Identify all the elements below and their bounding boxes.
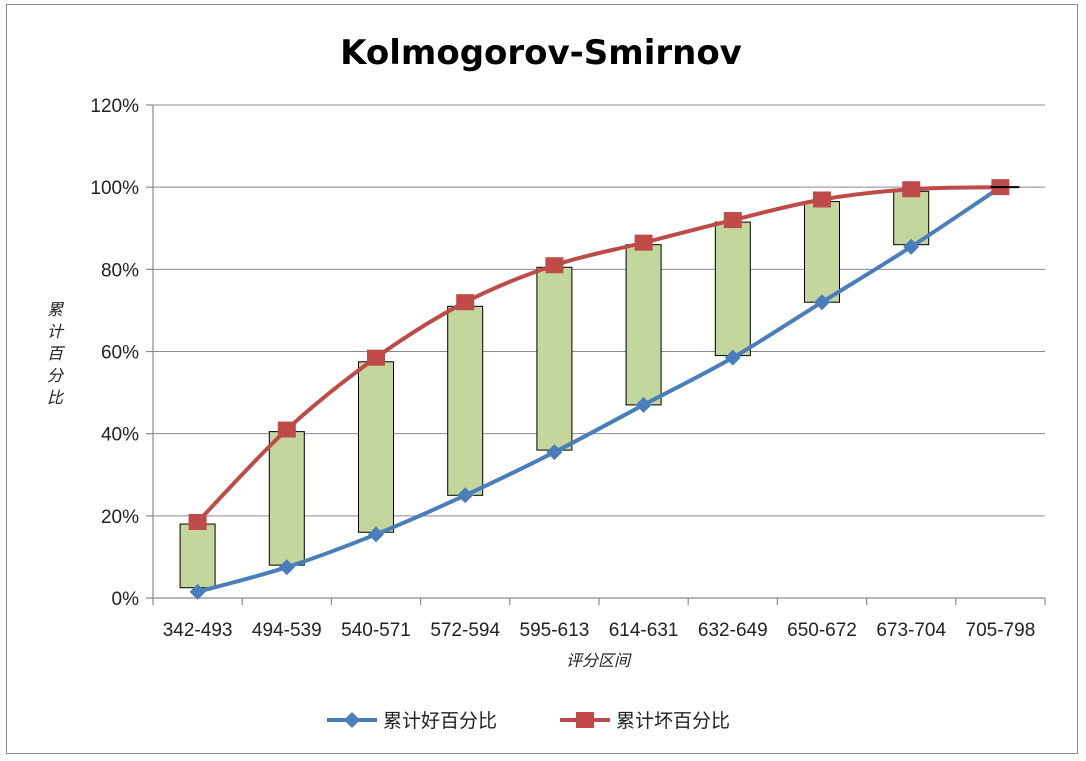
ks-bar	[358, 361, 394, 533]
x-axis-label: 评分区间	[566, 651, 632, 670]
y-tick-label: 60%	[101, 343, 139, 364]
x-tick-label: 342-493	[163, 620, 233, 641]
ks-bar	[804, 201, 840, 303]
x-tick-label: 650-672	[787, 620, 857, 641]
x-tick-labels: 342-493 494-539 540-571 572-594 595-613 614-6…	[163, 620, 1036, 641]
ks-bar	[268, 431, 305, 566]
series-point-diamond	[903, 238, 920, 255]
chart-title: Kolmogorov-Smirnov	[340, 33, 742, 73]
series-point-square	[723, 212, 742, 229]
series-point-square	[813, 191, 831, 208]
ks-bar	[536, 266, 573, 451]
series-point-square	[277, 421, 296, 438]
series-point-diamond	[278, 559, 295, 576]
y-tick-label: 100%	[90, 178, 139, 199]
x-tick-label: 705-798	[966, 620, 1036, 641]
series-point-diamond	[546, 444, 563, 461]
y-axis-label-char: 比	[47, 388, 65, 407]
series-line-2	[196, 185, 1001, 524]
series-point-diamond	[635, 396, 652, 413]
legend-marker-diamond	[344, 712, 360, 728]
series-point-square	[545, 257, 564, 274]
series-point-diamond	[724, 349, 741, 366]
ks-bars	[179, 190, 930, 589]
y-tick-label: 80%	[101, 260, 139, 281]
y-axis-label-char: 计	[47, 322, 65, 341]
y-axis-label-char: 累	[47, 300, 65, 319]
y-axis-label-char: 百	[47, 344, 66, 363]
ks-bar	[179, 523, 216, 589]
y-tick-label: 40%	[101, 425, 139, 446]
y-tick-labels: 0% 20% 40% 60% 80% 100% 120%	[90, 96, 139, 610]
axes	[146, 104, 1046, 605]
ks-bar	[714, 221, 751, 357]
series-point-square	[634, 234, 653, 251]
x-tick-label: 494-539	[252, 620, 322, 641]
ks-bar	[893, 190, 930, 246]
series-point-diamond	[189, 583, 206, 600]
series-point-square	[456, 294, 475, 311]
series-point-square	[902, 181, 921, 198]
x-tick-label: 540-571	[341, 620, 411, 641]
x-tick-label: 614-631	[609, 620, 679, 641]
series-point-square	[367, 349, 385, 366]
x-tick-label: 632-649	[698, 620, 768, 641]
y-tick-label: 120%	[90, 96, 139, 117]
x-tick-label: 595-613	[520, 620, 590, 641]
series-point-square	[188, 513, 207, 530]
series-line-1	[197, 185, 1002, 594]
series-point-diamond	[457, 487, 474, 504]
legend-marker-square	[576, 712, 594, 728]
series-lines	[188, 179, 1020, 600]
legend-label-1: 累计好百分比	[383, 710, 497, 732]
ks-bar	[447, 305, 484, 496]
y-tick-label: 20%	[101, 507, 139, 528]
x-tick-label: 572-594	[430, 620, 500, 641]
legend-label-2: 累计坏百分比	[616, 710, 730, 732]
legend: 累计好百分比 累计坏百分比	[327, 710, 730, 732]
series-point-diamond	[814, 294, 830, 311]
y-axis-label-char: 分	[47, 366, 65, 385]
x-tick-label: 673-704	[876, 620, 946, 641]
ks-bar	[625, 244, 662, 406]
y-tick-label: 0%	[112, 589, 140, 610]
series-point-diamond	[368, 526, 384, 543]
